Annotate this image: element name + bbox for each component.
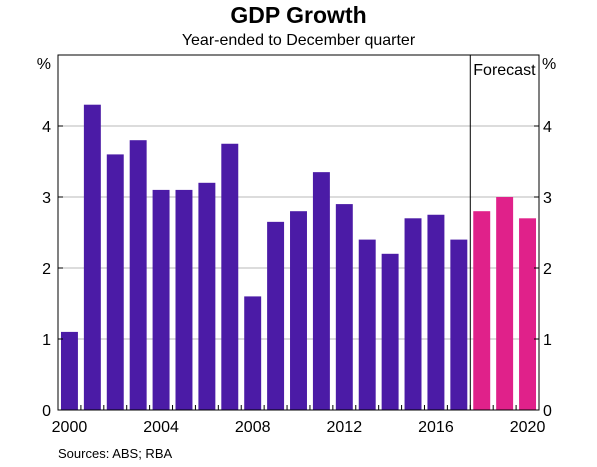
bar-2000 [60,331,78,410]
forecast-annotation: Forecast [473,62,536,79]
chart-title: GDP Growth [230,2,367,28]
bar-2006 [198,182,216,410]
bar-2018 [473,211,491,410]
y-tick-label-right-0: 0 [543,403,552,420]
bar-2016 [427,214,445,410]
y-tick-label-left-4: 4 [42,119,51,136]
y-tick-label-right-2: 2 [543,261,552,278]
x-tick-label-2016: 2016 [418,419,454,436]
bar-2003 [129,140,147,410]
bar-2010 [290,211,307,410]
y-tick-label-right-3: 3 [543,190,552,207]
bar-2017 [450,239,468,410]
x-tick-label-2012: 2012 [327,419,363,436]
plot-frame [57,54,540,411]
x-tick-label-2020: 2020 [510,419,546,436]
y-axis-unit-right: % [542,56,556,73]
bar-2001 [83,104,101,410]
y-tick-label-left-0: 0 [42,403,51,420]
bar-2008 [244,296,262,410]
x-tick-label-2000: 2000 [52,419,88,436]
y-axis-unit-left: % [37,56,51,73]
axes: 0 0 1 1 2 2 3 3 4 4 2000 2004 2008 2012 2016 2020 [42,54,552,436]
x-tick-label-2004: 2004 [143,419,179,436]
bar-2019 [496,197,514,410]
bar-2020 [519,218,537,410]
bars [60,104,537,410]
bar-2007 [221,143,239,410]
y-tick-label-left-1: 1 [42,332,51,349]
bar-2012 [335,204,353,410]
source-note: Sources: ABS; RBA [58,446,173,461]
y-tick-label-left-2: 2 [42,261,51,278]
bar-2004 [152,189,170,410]
chart-subtitle: Year-ended to December quarter [181,32,416,49]
bar-2011 [312,172,330,410]
bar-2002 [106,154,124,410]
y-tick-label-left-3: 3 [42,190,51,207]
x-tick-label-2008: 2008 [235,419,271,436]
bar-2005 [175,189,193,410]
bar-2013 [358,239,376,410]
bar-2015 [404,218,422,410]
y-tick-label-right-1: 1 [543,332,552,349]
bar-2009 [267,221,285,410]
y-tick-label-right-4: 4 [543,119,552,136]
bar-2014 [381,253,399,410]
